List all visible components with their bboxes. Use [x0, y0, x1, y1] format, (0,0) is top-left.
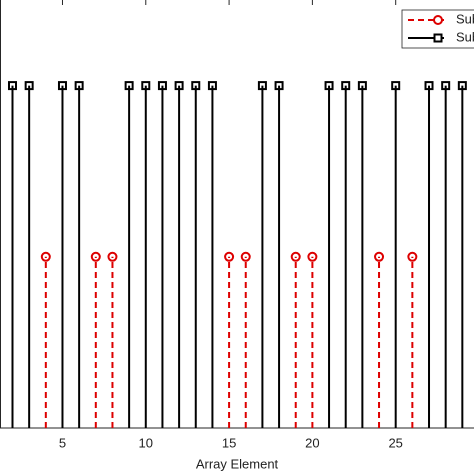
- stem-marker: [274, 81, 284, 91]
- stem-marker: [107, 251, 118, 262]
- stem-marker: [224, 251, 235, 262]
- stem-marker: [441, 81, 451, 91]
- stem: [457, 81, 467, 428]
- stem-marker: [207, 81, 217, 91]
- stem: [341, 81, 351, 428]
- stem-marker: [90, 251, 101, 262]
- stem-marker: [57, 81, 67, 91]
- legend-label: Subarray 1: [456, 11, 474, 26]
- stem: [240, 251, 251, 428]
- x-tick-label: 5: [59, 435, 66, 450]
- stem-marker: [74, 81, 84, 91]
- stem: [441, 81, 451, 428]
- legend-marker: [433, 33, 443, 43]
- stem: [191, 81, 201, 428]
- stem: [391, 81, 401, 428]
- stem: [107, 251, 118, 428]
- stem-marker: [324, 81, 334, 91]
- stem: [7, 81, 17, 428]
- stem: [157, 81, 167, 428]
- stem-marker: [240, 251, 251, 262]
- stem: [274, 81, 284, 428]
- x-axis-label: Array Element: [196, 456, 279, 471]
- x-tick-label: 15: [222, 435, 236, 450]
- stem: [257, 81, 267, 428]
- stem: [290, 251, 301, 428]
- stem-marker: [157, 81, 167, 91]
- stem: [74, 81, 84, 428]
- stem: [357, 81, 367, 428]
- stem-marker: [290, 251, 301, 262]
- stem-marker: [391, 81, 401, 91]
- legend-label: Subarray 2: [456, 29, 474, 44]
- stem: [374, 251, 385, 428]
- stem: [40, 251, 51, 428]
- stem-marker: [24, 81, 34, 91]
- stem-marker: [341, 81, 351, 91]
- stem: [57, 81, 67, 428]
- stem: [90, 251, 101, 428]
- stem: [207, 81, 217, 428]
- stem: [24, 81, 34, 428]
- x-tick-label: 10: [139, 435, 153, 450]
- stem: [174, 81, 184, 428]
- legend-marker: [433, 15, 443, 25]
- x-tick-label: 20: [305, 435, 319, 450]
- stem: [424, 81, 434, 428]
- stem-marker: [374, 251, 385, 262]
- stem-marker: [191, 81, 201, 91]
- stem-marker: [257, 81, 267, 91]
- stem-marker: [307, 251, 318, 262]
- legend: Subarray 1 Subarray 2: [401, 9, 474, 49]
- stem-marker: [424, 81, 434, 91]
- stem-marker: [141, 81, 151, 91]
- stem: [407, 251, 418, 428]
- stem-marker: [174, 81, 184, 91]
- stem: [124, 81, 134, 428]
- stem-marker: [457, 81, 467, 91]
- x-tick-label: 25: [388, 435, 402, 450]
- stem-marker: [407, 251, 418, 262]
- stem: [324, 81, 334, 428]
- stem-marker: [7, 81, 17, 91]
- stem-marker: [357, 81, 367, 91]
- stem-marker: [40, 251, 51, 262]
- stem-marker: [124, 81, 134, 91]
- stem: [307, 251, 318, 428]
- stem: [224, 251, 235, 428]
- stem: [141, 81, 151, 428]
